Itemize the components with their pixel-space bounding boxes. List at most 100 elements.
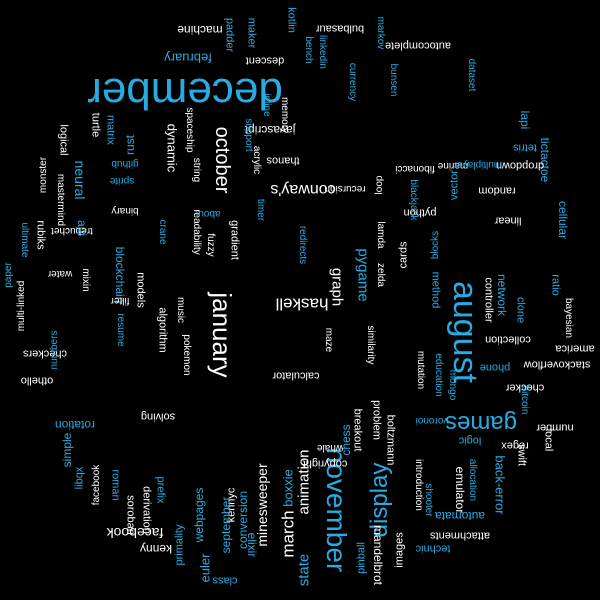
cloud-word-stackoverflow: stackoverflow [524, 359, 591, 370]
cloud-word-simple: simple [61, 433, 73, 468]
cloud-word-back-error: back-error [494, 455, 507, 514]
cloud-word-timer: fuzzy [205, 233, 215, 256]
cloud-word-linear: dropdown [496, 160, 544, 171]
cloud-word-august: august [448, 281, 482, 383]
cloud-word-numbers: trebuchet [51, 225, 93, 235]
cloud-word-checkers: checkers [23, 348, 67, 359]
cloud-word-games: games [445, 411, 517, 435]
cloud-word-problem: problem [371, 400, 382, 440]
cloud-word-matrix: matrix [105, 115, 116, 145]
cloud-word-about: gradient [229, 220, 240, 260]
cloud-word-primality: primality [175, 525, 186, 566]
cloud-word-checker: checker [506, 382, 545, 393]
cloud-word-bench: bench [303, 36, 313, 63]
cloud-word-poem: introduction [413, 459, 423, 511]
cloud-word-allocation: logic [459, 435, 482, 446]
cloud-word-march: march [280, 510, 297, 557]
cloud-word-othello: othello [21, 375, 53, 386]
cloud-word-blocks: voronoi [416, 415, 449, 425]
cloud-word-loop: mutation [415, 351, 425, 389]
cloud-word-vector: pinball [357, 542, 368, 574]
cloud-word-libqx: libqx [75, 467, 86, 490]
cloud-word-monster: monster [39, 157, 49, 193]
cloud-word-attachments: attachments [430, 530, 490, 541]
cloud-word-september: september [220, 497, 232, 554]
cloud-word-network: network [496, 274, 508, 316]
cloud-word-bunsen: bunsen [388, 64, 398, 97]
cloud-word-local: local [543, 429, 554, 452]
cloud-word-clone: clone [515, 297, 526, 323]
cloud-word-trebuchet: paper [4, 262, 14, 288]
cloud-word-rust: rust [124, 135, 136, 155]
cloud-word-thanos: thanos [266, 155, 299, 166]
cloud-word-collection: collection [485, 334, 531, 345]
cloud-word-voronoi: shooter [423, 483, 433, 516]
cloud-word-dynamic: dynamic [166, 124, 179, 172]
cloud-word-space: similarity [365, 326, 375, 365]
cloud-word-inline: maze [323, 328, 333, 352]
cloud-word-crane: resume [115, 313, 125, 346]
cloud-word-fibonacci: fibonacci [395, 163, 434, 173]
cloud-word-prefix: prefix [155, 477, 166, 504]
cloud-word-mandelbrot: mandelbrot [372, 525, 384, 585]
cloud-word-images: images [395, 532, 406, 567]
cloud-word-graph: graph [330, 268, 345, 306]
cloud-word-bayesian: cellular [557, 201, 569, 239]
cloud-word-resume: mixin [80, 268, 90, 291]
cloud-word-pokemon: pokemon [181, 334, 191, 375]
cloud-word-gradient: string [191, 158, 201, 182]
cloud-word-support: timer [255, 199, 265, 221]
cloud-word-markov: markov [375, 17, 385, 50]
cloud-word-padder: padder [224, 18, 235, 52]
cloud-word-random: vector [450, 170, 461, 200]
cloud-word-rotation: rotation [55, 419, 95, 431]
cloud-word-acrylic: cards [399, 242, 410, 269]
cloud-word-turtle: turtle [90, 113, 101, 137]
cloud-word-automata: automata [435, 510, 485, 522]
cloud-word-mastermind: inline [261, 93, 271, 116]
cloud-word-class: class [212, 575, 237, 586]
cloud-word-copyright: copyright [303, 458, 348, 469]
cloud-word-derivation: derivation [141, 486, 152, 534]
cloud-word-euler: euler [199, 554, 212, 583]
cloud-word-lapi: lapi [519, 111, 531, 130]
cloud-word-neural: neural [73, 161, 87, 200]
cloud-word-pygame: pygame [356, 248, 371, 301]
cloud-word-webpages: webpages [193, 488, 205, 543]
cloud-word-shooter: regex [501, 440, 529, 451]
cloud-word-soroban: soroban [125, 495, 136, 535]
cloud-word-similarity: lamda [375, 221, 385, 248]
cloud-word-models: numbers [50, 331, 60, 370]
cloud-word-emulator: emulator [454, 467, 466, 514]
cloud-word-readability: binary [111, 205, 138, 215]
cloud-word-sprite: multiplayer [454, 159, 502, 169]
cloud-word-autocomplete: autocomplete [385, 40, 451, 51]
cloud-word-bulbasaur: bulbasaur [316, 23, 364, 34]
cloud-word-maze: zelda [375, 263, 385, 287]
cloud-word-analysis: github [111, 158, 138, 168]
cloud-word-linkedin: linkedin [317, 35, 327, 69]
cloud-word-mongo: ultimate [19, 222, 29, 257]
cloud-word-string: recursion [324, 183, 365, 193]
cloud-word-cellular: random [478, 185, 515, 196]
cloud-word-dataset: dataset [466, 59, 476, 92]
cloud-word-kenny: kenny [140, 543, 172, 555]
cloud-word-water: multi-linked [17, 281, 27, 332]
cloud-word-recursion: loop [375, 176, 385, 195]
cloud-word-calculator: calculator [272, 370, 319, 381]
cloud-word-algorithm: algorithm [157, 307, 168, 352]
cloud-word-ultimate: crane [157, 219, 167, 244]
cloud-word-october: october [212, 127, 232, 194]
cloud-word-technic: technic [416, 543, 451, 554]
cloud-word-february: february [164, 52, 212, 65]
cloud-word-music: music [175, 297, 185, 323]
cloud-word-ratio: linear [495, 215, 522, 226]
cloud-word-github: logical [58, 124, 69, 155]
cloud-word-kotlin: kotlin [286, 7, 297, 33]
cloud-word-conversion: conversion [237, 491, 249, 549]
cloud-word-marine: blackjack [408, 179, 418, 220]
cloud-word-logic: education [433, 353, 443, 396]
cloud-word-checkers-2: filter [111, 295, 130, 305]
cloud-word-regex: mongo [447, 370, 457, 401]
